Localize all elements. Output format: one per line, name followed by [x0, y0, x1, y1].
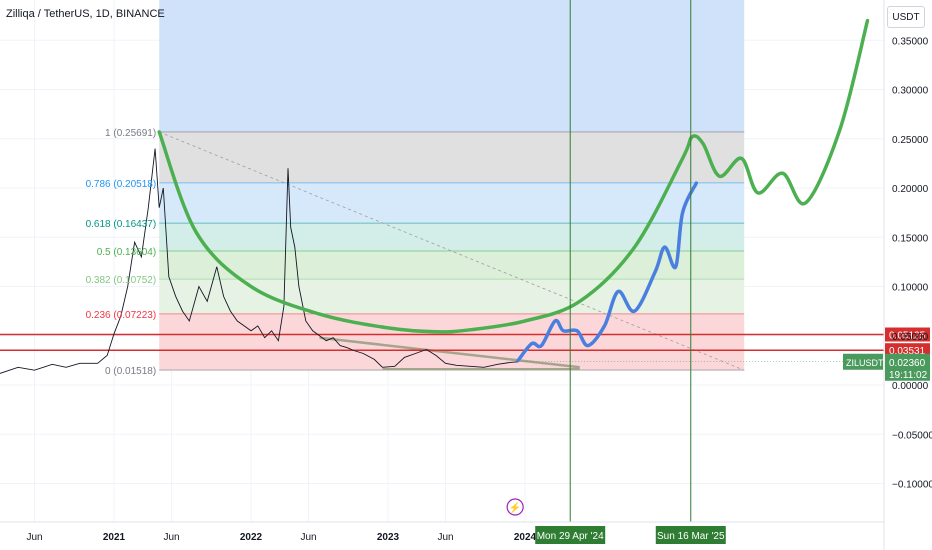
level-price-label: 0.03531 — [889, 346, 926, 357]
fib-label-0.382: 0.382 (0.10752) — [86, 275, 157, 286]
lightning-icon: ⚡ — [509, 501, 521, 514]
x-tick-label: Jun — [163, 532, 179, 543]
zilusdt-price-line — [0, 148, 519, 374]
fib-label-0.786: 0.786 (0.20518) — [86, 179, 157, 190]
level-price-tag — [885, 327, 930, 342]
y-tick-label: 0.35000 — [892, 36, 929, 47]
fib-zone-0.5 — [159, 251, 745, 280]
fib-label-1: 1 (0.25691) — [105, 128, 156, 139]
trendline — [319, 336, 580, 369]
y-tick-label: 0.20000 — [892, 184, 929, 195]
time-marker-label: Mon 29 Apr '24 — [537, 531, 604, 542]
x-tick-label: 2022 — [240, 532, 263, 543]
time-marker-tag — [655, 526, 726, 544]
fib-zone-0.786 — [159, 182, 745, 224]
x-tick-label: 2024 — [514, 532, 537, 543]
blue-projection-curve — [516, 181, 699, 363]
fib-label-0.618: 0.618 (0.16437) — [86, 219, 157, 230]
fib-zone-0.382 — [159, 279, 745, 314]
x-tick-label: Jun — [300, 532, 316, 543]
y-tick-label: −0.10000 — [892, 480, 932, 491]
y-tick-label: 0.30000 — [892, 86, 929, 97]
green-projection-curve — [157, 18, 870, 334]
fib-zone-0.618 — [159, 223, 745, 252]
current-price-label: 0.02360 — [889, 358, 926, 369]
time-marker-label: Sun 16 Mar '25 — [657, 531, 725, 542]
level-price-tag — [885, 343, 930, 358]
y-tick-label: 0.05000 — [892, 332, 929, 343]
fibonacci-labels: 1 (0.25691) 0.786 (0.20518) 0.618 (0.16437… — [86, 128, 157, 377]
fib-label-0.236: 0.236 (0.07223) — [86, 310, 157, 321]
y-tick-label: 0.15000 — [892, 233, 929, 244]
time-marker-tag — [535, 526, 606, 544]
fib-zone-0.236 — [159, 313, 745, 371]
fib-label-0: 0 (0.01518) — [105, 366, 156, 377]
x-tick-label: 2021 — [103, 532, 126, 543]
x-tick-label: 2023 — [377, 532, 400, 543]
symbol-tag — [843, 353, 883, 370]
trendlines — [159, 131, 745, 371]
current-price-tag — [885, 353, 930, 381]
currency-selector[interactable]: USDT — [887, 6, 925, 28]
symbol-title: Zilliqa / TetherUS, 1D, BINANCE — [6, 8, 165, 20]
fibonacci-zones — [159, 0, 745, 371]
symbol-tag-label: ZILUSDT — [846, 358, 884, 368]
y-tick-label: −0.05000 — [892, 430, 932, 441]
y-tick-label: 0.10000 — [892, 283, 929, 294]
fib-zone-1 — [159, 131, 745, 183]
level-price-label: 0.05125 — [889, 331, 926, 342]
x-tick-label: Jun — [26, 532, 42, 543]
event-icon — [506, 498, 524, 516]
blue-zone — [159, 0, 745, 132]
x-tick-label: Jun — [437, 532, 453, 543]
bar-countdown-label: 19:11:02 — [889, 370, 928, 381]
time-markers — [569, 0, 692, 522]
y-tick-label: 0.25000 — [892, 135, 929, 146]
fib-label-0.5: 0.5 (0.13604) — [97, 247, 157, 258]
projection-curves — [157, 18, 870, 363]
price-series — [0, 148, 519, 374]
y-tick-label: 0.00000 — [892, 381, 929, 392]
